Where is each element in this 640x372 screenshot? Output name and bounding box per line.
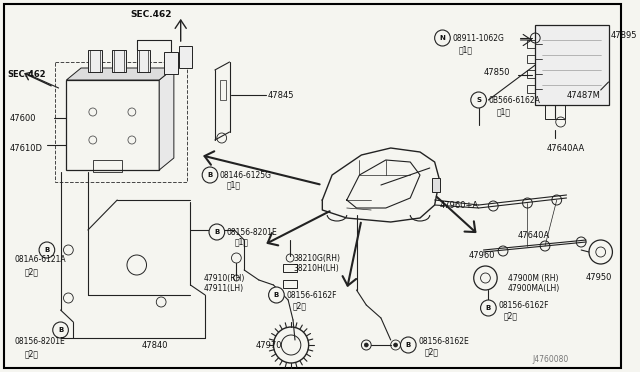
Text: （1）: （1） [459, 45, 473, 55]
Circle shape [481, 300, 496, 316]
Bar [93, 160, 122, 172]
Circle shape [471, 92, 486, 108]
Text: 47640AA: 47640AA [547, 144, 585, 153]
Text: 47900M (RH): 47900M (RH) [508, 273, 559, 282]
Text: B: B [406, 342, 411, 348]
Text: （2）: （2） [24, 267, 38, 276]
Bar [545, 105, 564, 119]
Text: 47640A: 47640A [518, 231, 550, 240]
Text: B: B [44, 247, 49, 253]
Bar [535, 25, 609, 105]
Circle shape [364, 343, 368, 347]
Circle shape [394, 343, 397, 347]
Bar [113, 50, 126, 72]
Bar [432, 178, 440, 192]
Polygon shape [67, 68, 174, 80]
Text: 47610D: 47610D [10, 144, 43, 153]
Text: N: N [440, 35, 445, 41]
Bar [88, 50, 102, 72]
Text: 08911-1062G: 08911-1062G [452, 33, 504, 42]
Text: SEC.462: SEC.462 [8, 70, 47, 78]
Bar [284, 264, 297, 272]
Text: 08146-6125G: 08146-6125G [220, 170, 272, 180]
Text: 47845: 47845 [268, 90, 294, 99]
Circle shape [401, 337, 416, 353]
Text: 08156-8162E: 08156-8162E [418, 337, 469, 346]
Text: B: B [214, 229, 220, 235]
Text: J4760080: J4760080 [532, 356, 568, 365]
Text: （2）: （2） [24, 350, 38, 359]
Bar [137, 50, 150, 72]
Text: 47895: 47895 [611, 31, 637, 39]
Text: 38210G(RH): 38210G(RH) [293, 253, 340, 263]
Circle shape [209, 224, 225, 240]
Text: S: S [476, 97, 481, 103]
Text: B: B [274, 292, 279, 298]
Circle shape [52, 322, 68, 338]
Text: （1）: （1） [496, 108, 510, 116]
Bar [527, 55, 535, 63]
Text: 08156-6162F: 08156-6162F [498, 301, 548, 310]
Text: B: B [207, 172, 212, 178]
Bar [220, 80, 226, 100]
Text: 47840: 47840 [141, 340, 168, 350]
Text: 47950: 47950 [586, 273, 612, 282]
Text: B: B [486, 305, 491, 311]
Text: 08156-6162F: 08156-6162F [286, 291, 337, 299]
Text: （2）: （2） [504, 311, 518, 321]
Text: B: B [58, 327, 63, 333]
Bar [67, 80, 159, 170]
Text: （1）: （1） [227, 180, 241, 189]
Circle shape [435, 30, 451, 46]
Polygon shape [159, 68, 174, 170]
Text: SEC.462: SEC.462 [130, 10, 172, 19]
Text: 47487M: 47487M [566, 90, 600, 99]
Text: 47911(LH): 47911(LH) [203, 283, 243, 292]
Bar [284, 280, 297, 288]
Text: 47910(RH): 47910(RH) [203, 273, 244, 282]
Text: 47600: 47600 [10, 113, 36, 122]
Bar [527, 70, 535, 78]
Text: 08156-8201E: 08156-8201E [227, 228, 277, 237]
Text: 0B566-6162A: 0B566-6162A [488, 96, 540, 105]
Text: 47900MA(LH): 47900MA(LH) [508, 285, 560, 294]
Text: （2）: （2） [425, 347, 439, 356]
Text: 47970: 47970 [256, 340, 282, 350]
Text: 47960: 47960 [469, 250, 495, 260]
Circle shape [269, 287, 284, 303]
Text: 081A6-6121A: 081A6-6121A [15, 256, 67, 264]
Bar [179, 46, 193, 68]
Text: 38210H(LH): 38210H(LH) [293, 263, 339, 273]
Bar [164, 52, 178, 74]
Text: （1）: （1） [234, 237, 248, 247]
Circle shape [202, 167, 218, 183]
Text: 08156-8201E: 08156-8201E [15, 337, 65, 346]
Bar [527, 85, 535, 93]
Circle shape [39, 242, 54, 258]
Text: （2）: （2） [293, 301, 307, 311]
Text: 47960+A: 47960+A [440, 201, 479, 209]
Text: 47850: 47850 [483, 67, 510, 77]
Bar [527, 40, 535, 48]
Bar [54, 62, 187, 182]
